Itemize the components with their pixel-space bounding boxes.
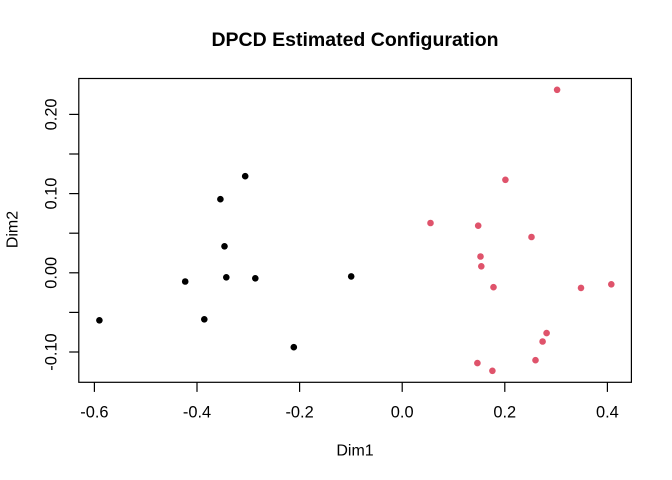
svg-text:0.4: 0.4 — [596, 404, 619, 422]
svg-text:0.20: 0.20 — [43, 98, 61, 130]
svg-text:Dim1: Dim1 — [336, 443, 373, 460]
svg-text:-0.4: -0.4 — [183, 404, 211, 422]
svg-text:DPCD Estimated Configuration: DPCD Estimated Configuration — [211, 29, 498, 51]
svg-text:-0.2: -0.2 — [285, 404, 313, 422]
svg-text:-0.10: -0.10 — [43, 333, 61, 370]
svg-text:0.0: 0.0 — [391, 404, 414, 422]
svg-text:0.10: 0.10 — [43, 178, 61, 210]
svg-text:0.2: 0.2 — [493, 404, 516, 422]
svg-text:0.00: 0.00 — [43, 257, 61, 289]
svg-text:Dim2: Dim2 — [5, 211, 22, 248]
svg-text:-0.6: -0.6 — [80, 404, 108, 422]
